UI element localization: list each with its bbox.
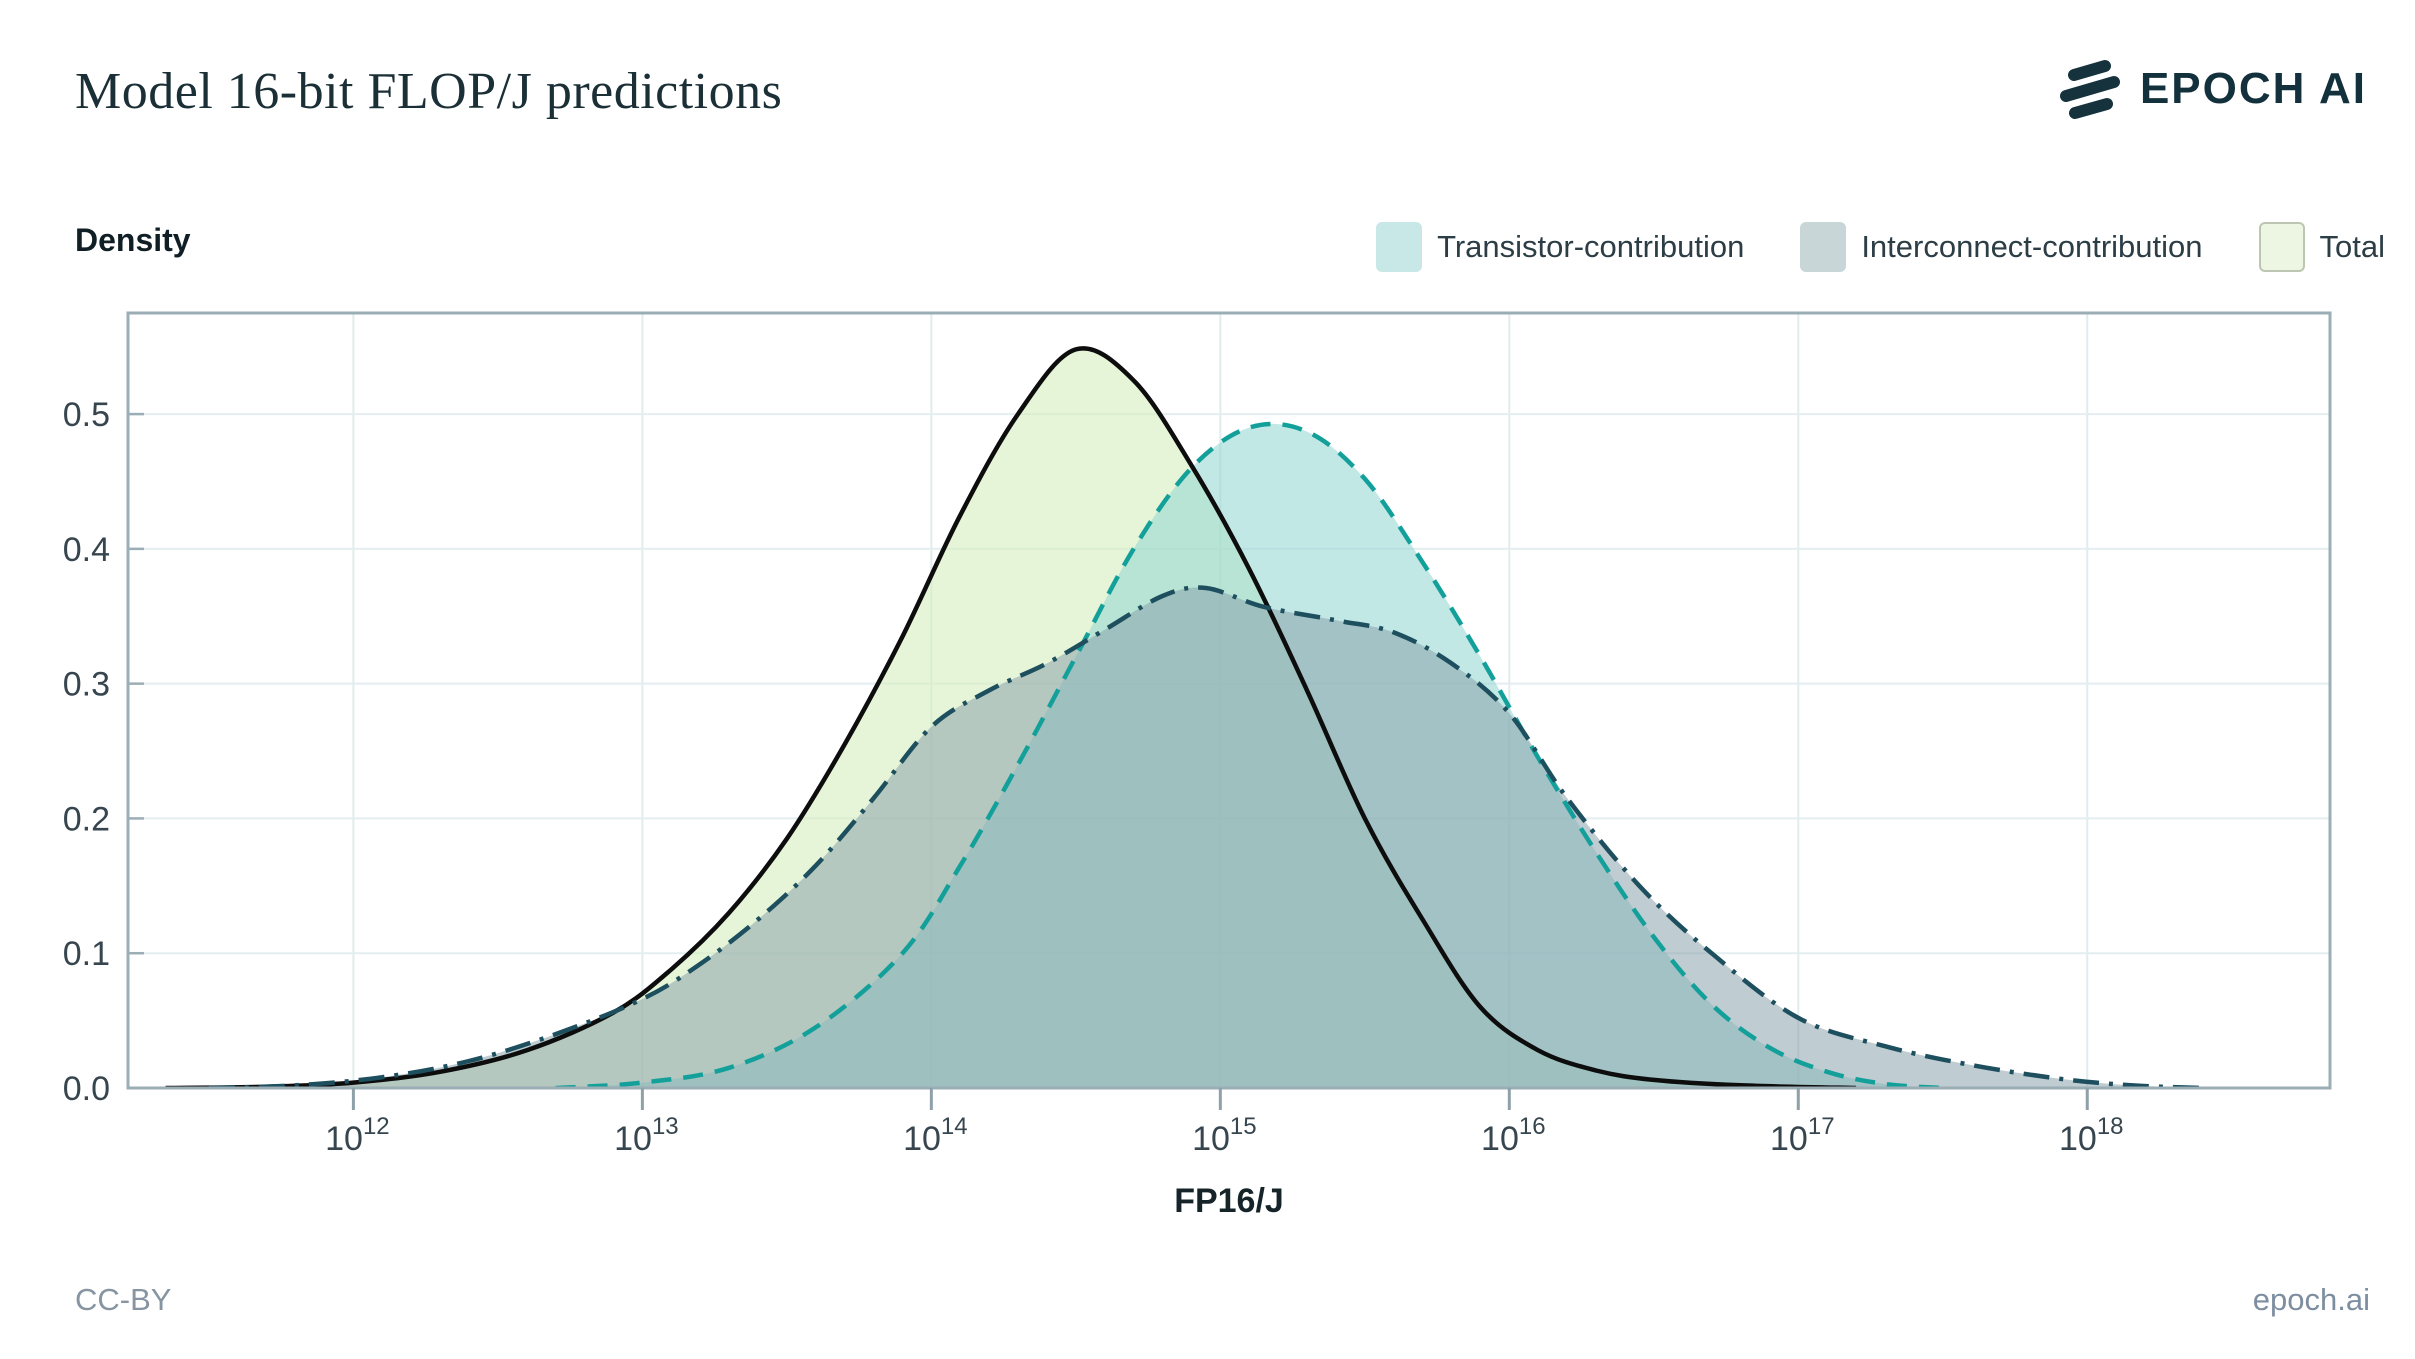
y-tick-label: 0.0 — [63, 1070, 110, 1108]
legend-swatch-total — [2258, 222, 2305, 272]
y-axis-title: Density — [75, 222, 191, 258]
y-tick-label: 0.2 — [63, 800, 110, 838]
curve-total — [165, 346, 1857, 1088]
y-tick-label: 0.4 — [63, 531, 110, 569]
plot-border — [126, 311, 2332, 1090]
x-axis-title: FP16/J — [1174, 1182, 1284, 1220]
legend-swatch-transistor — [1376, 222, 1423, 272]
x-tick-label: 1013 — [614, 1113, 679, 1158]
x-tick-label: 1014 — [903, 1113, 968, 1158]
legend-label-interconnect: Interconnect-contribution — [1861, 229, 2203, 264]
site-link[interactable]: epoch.ai — [2252, 1282, 2370, 1317]
legend-item-transistor[interactable]: Transistor-contribution — [1376, 222, 1744, 272]
epoch-ai-logo-text: EPOCH AI — [2139, 64, 2367, 113]
curve-interconnect-contribution — [208, 585, 2203, 1088]
y-tick-label: 0.5 — [63, 396, 110, 434]
y-tick-label: 0.1 — [63, 935, 110, 973]
legend-swatch-interconnect — [1800, 222, 1847, 272]
page-title: Model 16-bit FLOP/J predictions — [75, 63, 783, 120]
x-tick-label: 1016 — [1481, 1113, 1546, 1158]
legend-label-total: Total — [2319, 229, 2385, 264]
license-label: CC-BY — [75, 1282, 172, 1317]
epoch-ai-logo: EPOCH AI — [2058, 58, 2367, 120]
area-interconnect-contribution — [208, 587, 2203, 1088]
x-tick-label: 1012 — [325, 1113, 390, 1158]
x-tick-label: 1015 — [1192, 1113, 1257, 1158]
x-tick-label: 1017 — [1770, 1113, 1835, 1158]
legend-item-interconnect[interactable]: Interconnect-contribution — [1800, 222, 2203, 272]
curve-transistor-contribution — [555, 421, 1943, 1088]
epoch-ai-logo-icon — [2059, 60, 2120, 119]
legend: Transistor-contribution Interconnect-con… — [1376, 222, 2385, 272]
legend-item-total[interactable]: Total — [2258, 222, 2385, 272]
y-tick-label: 0.3 — [63, 666, 110, 704]
x-tick-label: 1018 — [2059, 1113, 2124, 1158]
legend-label-transistor: Transistor-contribution — [1437, 229, 1745, 264]
